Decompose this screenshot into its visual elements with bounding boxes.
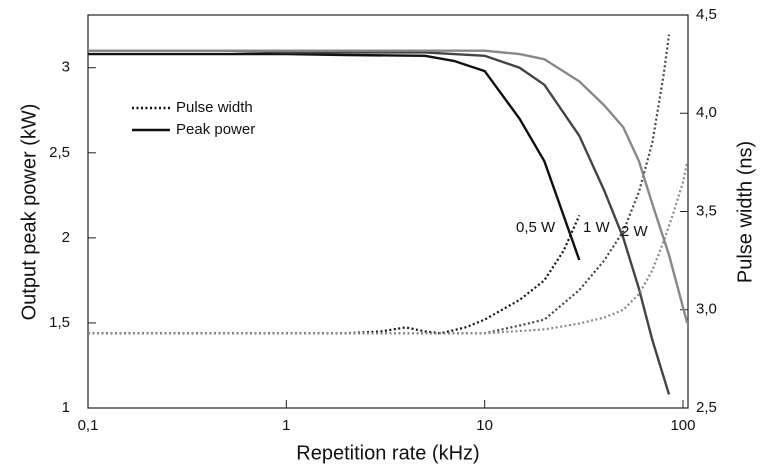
series-label: 2 W — [621, 223, 649, 240]
peak-power-line — [88, 52, 581, 261]
peak-power-line — [88, 49, 689, 324]
y-tick-label: 3 — [62, 59, 70, 76]
y2-tick-label: 4,0 — [696, 104, 717, 121]
y2-tick-label: 4,5 — [696, 6, 717, 23]
y2-tick-label: 3,5 — [696, 202, 717, 219]
y-tick-label: 2,5 — [49, 144, 70, 161]
pulse-width-line — [88, 214, 581, 335]
y-tick-label: 2 — [62, 229, 70, 246]
x-tick-label: 100 — [670, 417, 695, 434]
legend-label: Peak power — [176, 121, 255, 138]
plot-frame — [87, 14, 689, 409]
y2-axis-label: Pulse width (ns) — [734, 141, 756, 283]
legend-label: Pulse width — [176, 99, 253, 116]
y-tick-label: 1 — [62, 399, 70, 416]
x-tick-label: 0,1 — [78, 417, 99, 434]
y2-tick-label: 2,5 — [696, 399, 717, 416]
peak-power-line — [88, 49, 671, 395]
series-label: 0,5 W — [516, 219, 556, 236]
x-axis-label: Repetition rate (kHz) — [296, 442, 479, 464]
x-tick-label: 10 — [476, 417, 493, 434]
pulse-width-line — [88, 34, 671, 335]
series-label: 1 W — [583, 219, 611, 236]
x-tick-label: 1 — [282, 417, 290, 434]
y-tick-label: 1,5 — [49, 314, 70, 331]
pulse-width-line — [88, 162, 689, 335]
y-axis-label: Output peak power (kW) — [18, 104, 40, 321]
y2-tick-label: 3,0 — [696, 301, 717, 318]
